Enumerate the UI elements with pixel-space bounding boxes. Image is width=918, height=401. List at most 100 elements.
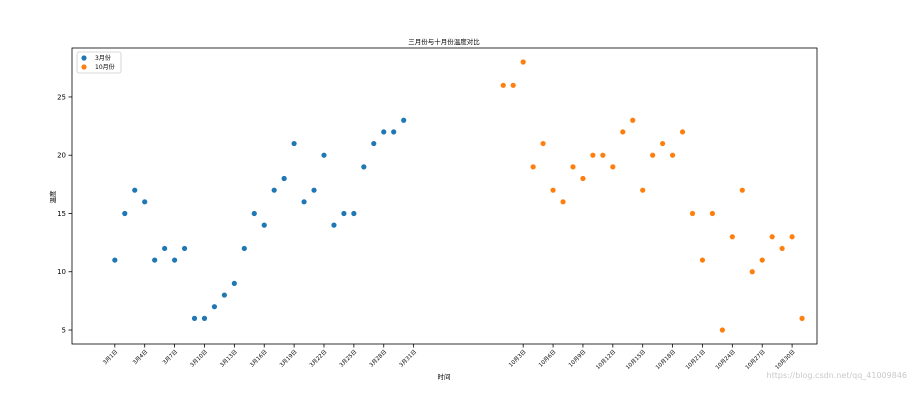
x-tick-label: 10月18日 (654, 348, 677, 371)
x-tick-label: 3月31日 (398, 348, 418, 368)
x-tick-label: 10月15日 (624, 348, 647, 371)
data-point (729, 234, 735, 240)
data-point (510, 82, 516, 88)
x-tick-label: 3月4日 (131, 348, 149, 366)
chart-title: 三月份与十月份温度对比 (408, 37, 480, 46)
data-point (142, 199, 148, 205)
x-tick-label: 10月21日 (684, 348, 707, 371)
x-tick-label: 3月22日 (308, 348, 328, 368)
data-point (799, 315, 805, 321)
y-tick-label: 15 (57, 210, 66, 218)
x-tick-label: 3月7日 (161, 348, 179, 366)
data-point (211, 304, 218, 310)
plot-area: 5 10 15 20 25 3月1日 3月4日 3月7日 3月10日 3月13日 3月16日 3月19… (57, 47, 818, 371)
data-point (241, 245, 247, 252)
data-point (162, 245, 168, 252)
x-tick-label: 10月6日 (537, 348, 557, 368)
legend-label: 3月份 (95, 54, 111, 62)
data-point (570, 164, 576, 170)
data-point (660, 140, 666, 147)
data-point (709, 210, 716, 217)
x-tick-label: 10月24日 (714, 348, 737, 371)
data-point (759, 257, 765, 263)
data-point (500, 82, 506, 88)
data-point (251, 210, 257, 217)
x-tick-label: 3月16日 (248, 348, 268, 368)
x-tick-label: 3月25日 (338, 348, 358, 368)
data-point (630, 117, 636, 123)
data-point (699, 257, 706, 263)
data-point (201, 315, 208, 321)
x-tick-label: 10月12日 (595, 348, 618, 371)
data-point (271, 187, 277, 193)
data-point (530, 164, 536, 170)
data-point (371, 140, 377, 147)
data-point (550, 187, 556, 193)
data-point (381, 129, 387, 135)
data-point (181, 245, 188, 252)
data-point (679, 129, 686, 135)
data-point (600, 152, 606, 158)
y-tick-label: 5 (62, 327, 66, 335)
data-point (132, 187, 138, 193)
x-tick-label: 10月9日 (567, 348, 587, 368)
data-point (231, 280, 237, 287)
legend-box (76, 51, 122, 74)
x-tick-label: 10月30日 (774, 348, 797, 371)
legend-label: 10月份 (95, 63, 115, 71)
data-point (191, 315, 198, 321)
data-point (311, 187, 317, 193)
x-axis-label: 时间 (438, 372, 451, 381)
data-point (650, 152, 656, 158)
data-point (122, 210, 128, 217)
data-point (739, 187, 745, 193)
data-point (580, 175, 586, 182)
data-point (620, 129, 626, 135)
data-point (261, 222, 267, 228)
data-point (640, 187, 646, 193)
data-point (779, 245, 785, 252)
watermark-text: https://blog.csdn.net/qq_41009846 (767, 371, 907, 380)
data-point (610, 164, 616, 170)
data-point (171, 257, 178, 263)
data-point (221, 292, 227, 298)
data-point (321, 152, 327, 158)
data-point (112, 257, 118, 263)
y-tick-label: 25 (57, 93, 66, 101)
data-point (689, 210, 696, 217)
data-point (789, 234, 795, 240)
x-tick-label: 3月19日 (278, 348, 298, 368)
data-point (351, 210, 357, 217)
data-point (301, 199, 307, 205)
plot-frame (71, 47, 818, 345)
legend-marker (81, 64, 87, 70)
data-point (361, 164, 367, 170)
y-tick-label: 20 (57, 152, 66, 160)
x-tick-label: 3月13日 (219, 348, 239, 368)
x-tick-label: 3月1日 (102, 348, 120, 366)
data-point (719, 327, 725, 333)
data-point (769, 234, 775, 240)
y-tick-label: 10 (57, 268, 66, 276)
x-tick-label: 10月27日 (744, 348, 767, 371)
y-axis-label: 温度 (48, 190, 57, 204)
x-tick-label: 3月28日 (368, 348, 388, 368)
legend-marker (81, 55, 87, 61)
data-point (331, 222, 337, 228)
data-point (560, 199, 566, 205)
data-point (540, 140, 546, 147)
x-tick-label: 10月3日 (507, 348, 527, 368)
data-point (391, 129, 397, 135)
data-point (152, 257, 158, 263)
data-point (341, 210, 347, 217)
data-point (749, 269, 755, 275)
data-point (401, 117, 407, 123)
data-point (520, 59, 526, 65)
data-point (291, 140, 297, 147)
data-point (590, 152, 596, 158)
x-tick-label: 3月10日 (189, 348, 209, 368)
data-point (281, 175, 287, 182)
data-point (669, 152, 676, 158)
